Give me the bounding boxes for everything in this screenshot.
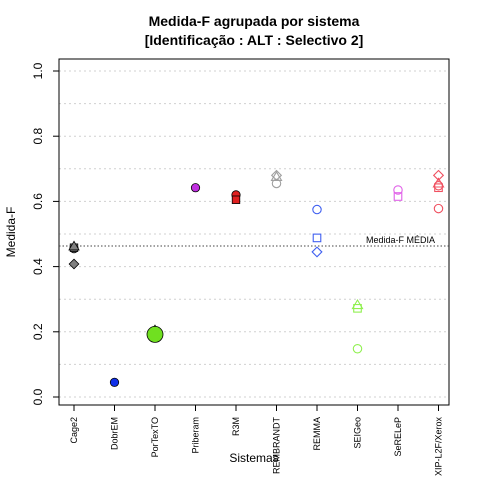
- chart-title: Medida-F agrupada por sistema: [149, 13, 360, 29]
- point-triangle: [270, 170, 283, 182]
- point-square: [231, 195, 241, 204]
- point-circle: [312, 204, 322, 215]
- y-tick-label: 0.8: [31, 128, 45, 145]
- y-tick-label: 0.2: [31, 323, 45, 340]
- x-tick-label: R3M: [231, 417, 241, 436]
- point-circle: [146, 326, 164, 343]
- point-square: [434, 183, 443, 193]
- point-triangle: [68, 240, 80, 251]
- y-tick-label: 0.4: [31, 258, 45, 275]
- point-circle: [271, 178, 282, 189]
- x-tick-label: DobrEM: [110, 417, 120, 450]
- x-tick-label: SeRELeP: [393, 417, 403, 457]
- point-circle: [352, 344, 363, 354]
- plot-frame: [58, 58, 450, 406]
- point-diamond: [432, 169, 445, 181]
- x-tick-label: SEIGeo: [353, 417, 363, 449]
- point-square: [312, 233, 322, 243]
- point-circle: [393, 185, 403, 195]
- y-axis: 0.0 0.2 0.4 0.6 0.8 1.0: [31, 62, 59, 405]
- point-circle: [190, 183, 201, 193]
- x-tick-label: PorTexTO: [150, 417, 160, 457]
- x-tick-label: REMBRANDT: [272, 417, 282, 475]
- point-circle: [109, 377, 120, 387]
- y-tick-label: 1.0: [31, 62, 45, 79]
- x-tick-label: Cage2: [69, 417, 79, 444]
- point-circle: [433, 181, 444, 191]
- reference-line-group: Medida-F MÉDIA: [59, 235, 449, 247]
- x-axis: Cage2 DobrEM PorTexTO Priberam R3M REMBRANDT R…: [69, 405, 444, 476]
- x-tick-label: Priberam: [191, 417, 201, 454]
- x-axis-label: Sistemas: [229, 451, 278, 465]
- point-square: [353, 303, 362, 313]
- point-diamond: [311, 246, 323, 258]
- y-axis-label: Medida-F: [4, 207, 18, 258]
- point-square: [393, 192, 403, 201]
- point-diamond: [68, 258, 80, 270]
- x-tick-label: REMMA: [312, 417, 322, 451]
- y-tick-label: 0.6: [31, 193, 45, 210]
- y-tick-label: 0.0: [31, 388, 45, 405]
- data-points: [68, 169, 445, 387]
- reference-line-label: Medida-F MÉDIA: [366, 235, 435, 245]
- grid: [59, 70, 449, 398]
- point-circle: [433, 203, 444, 214]
- x-tick-label: XIP-L2F/Xerox: [434, 417, 444, 477]
- chart-subtitle: [Identificação : ALT : Selectivo 2]: [145, 32, 364, 48]
